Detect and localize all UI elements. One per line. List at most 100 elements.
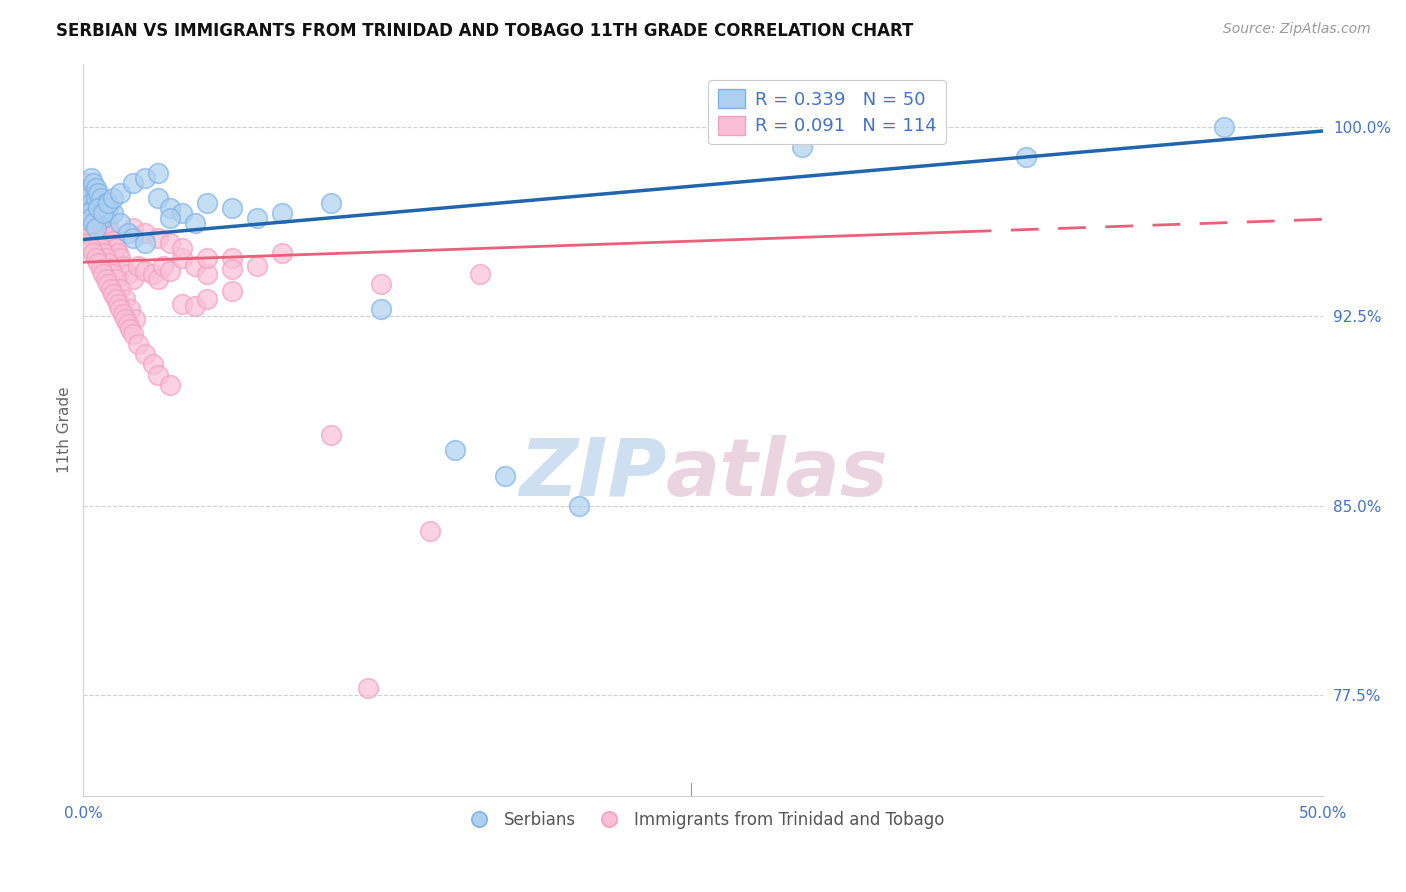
Point xyxy=(91,206,114,220)
Point xyxy=(568,499,591,513)
Point xyxy=(77,206,100,220)
Text: SERBIAN VS IMMIGRANTS FROM TRINIDAD AND TOBAGO 11TH GRADE CORRELATION CHART: SERBIAN VS IMMIGRANTS FROM TRINIDAD AND … xyxy=(56,22,914,40)
Point xyxy=(101,267,124,281)
Point xyxy=(110,186,132,200)
Point xyxy=(80,195,103,210)
Point xyxy=(221,285,243,299)
Point xyxy=(1213,120,1236,135)
Point xyxy=(77,201,100,215)
Point xyxy=(134,226,156,240)
Point xyxy=(101,286,124,301)
Point xyxy=(100,261,122,276)
Point xyxy=(97,226,120,240)
Point xyxy=(82,201,104,215)
Point xyxy=(75,183,97,197)
Point xyxy=(110,252,132,266)
Legend: Serbians, Immigrants from Trinidad and Tobago: Serbians, Immigrants from Trinidad and T… xyxy=(456,804,952,835)
Point xyxy=(87,186,110,200)
Point xyxy=(117,267,139,281)
Point xyxy=(80,211,103,225)
Point xyxy=(1015,151,1038,165)
Point xyxy=(84,201,107,215)
Point xyxy=(792,140,814,154)
Point xyxy=(97,216,120,230)
Point xyxy=(82,176,104,190)
Point xyxy=(321,428,343,442)
Point xyxy=(84,195,107,210)
Point xyxy=(97,201,120,215)
Point xyxy=(159,236,181,251)
Point xyxy=(104,271,127,285)
Point xyxy=(84,252,107,266)
Point xyxy=(91,211,114,225)
Point xyxy=(91,267,114,281)
Point xyxy=(146,231,169,245)
Point xyxy=(110,216,132,230)
Point xyxy=(468,267,491,281)
Point xyxy=(172,241,194,255)
Point xyxy=(94,271,117,285)
Point xyxy=(142,358,165,372)
Point xyxy=(117,317,139,331)
Point xyxy=(122,231,145,245)
Point xyxy=(122,271,145,285)
Text: Source: ZipAtlas.com: Source: ZipAtlas.com xyxy=(1223,22,1371,37)
Point xyxy=(80,186,103,200)
Point xyxy=(75,176,97,190)
Point xyxy=(270,206,292,220)
Point xyxy=(97,195,120,210)
Point xyxy=(184,299,207,313)
Point xyxy=(104,292,127,306)
Point xyxy=(100,226,122,240)
Point xyxy=(124,312,146,326)
Point xyxy=(195,252,218,266)
Text: ZIP: ZIP xyxy=(519,435,666,513)
Point xyxy=(221,252,243,266)
Point xyxy=(101,234,124,248)
Point xyxy=(134,236,156,251)
Point xyxy=(122,176,145,190)
Point xyxy=(357,681,380,695)
Point xyxy=(91,211,114,225)
Point xyxy=(146,191,169,205)
Point xyxy=(87,201,110,215)
Point xyxy=(114,312,136,326)
Point xyxy=(221,201,243,215)
Point xyxy=(195,267,218,281)
Point xyxy=(84,206,107,220)
Point xyxy=(75,216,97,230)
Point xyxy=(84,221,107,235)
Point xyxy=(80,195,103,210)
Point xyxy=(246,211,269,225)
Point xyxy=(82,186,104,200)
Point xyxy=(117,226,139,240)
Point xyxy=(134,347,156,361)
Point xyxy=(87,206,110,220)
Point xyxy=(82,246,104,260)
Point xyxy=(127,337,149,351)
Point xyxy=(444,443,467,458)
Point xyxy=(82,226,104,240)
Point xyxy=(87,201,110,215)
Point xyxy=(370,301,392,316)
Point xyxy=(80,206,103,220)
Point xyxy=(110,282,132,296)
Point xyxy=(77,186,100,200)
Point xyxy=(270,246,292,260)
Point xyxy=(195,292,218,306)
Point xyxy=(87,195,110,210)
Point xyxy=(111,307,134,321)
Point xyxy=(97,256,120,270)
Point xyxy=(114,292,136,306)
Point xyxy=(90,201,112,215)
Point xyxy=(90,191,112,205)
Point xyxy=(84,231,107,245)
Point xyxy=(80,201,103,215)
Point xyxy=(84,191,107,205)
Point xyxy=(75,195,97,210)
Text: atlas: atlas xyxy=(666,435,889,513)
Point xyxy=(87,256,110,270)
Point xyxy=(75,211,97,225)
Point xyxy=(80,241,103,255)
Point xyxy=(120,301,142,316)
